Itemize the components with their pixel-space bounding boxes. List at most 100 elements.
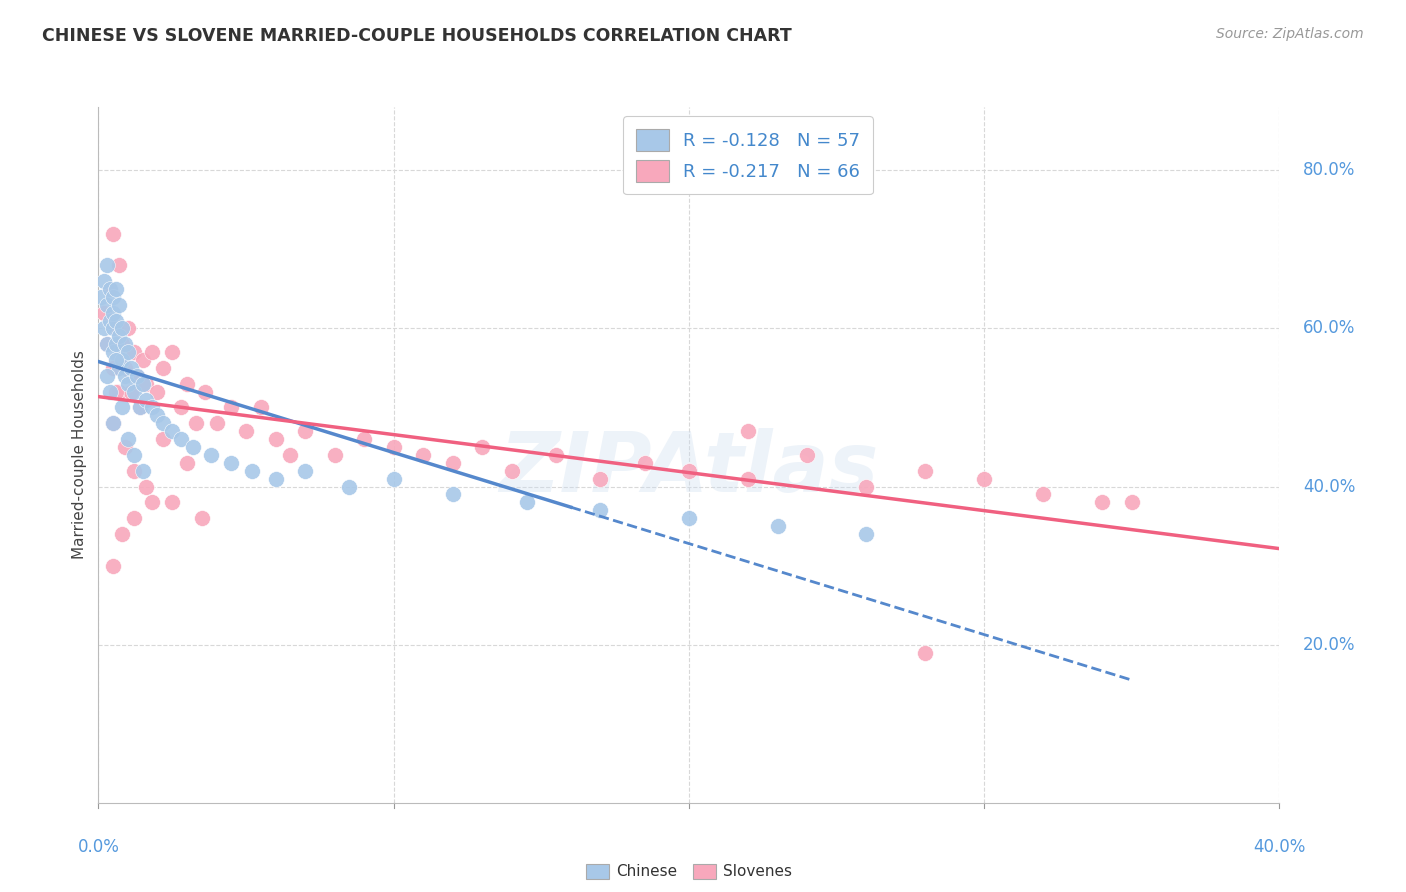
Point <box>103 321 125 335</box>
Point <box>382 440 405 454</box>
Point <box>105 313 128 327</box>
Point <box>162 345 183 359</box>
Point <box>132 376 155 391</box>
Point <box>855 527 877 541</box>
Point <box>135 479 157 493</box>
Point <box>111 401 134 415</box>
Point <box>105 337 128 351</box>
Point <box>117 432 139 446</box>
Point <box>146 384 169 399</box>
Point <box>152 432 174 446</box>
Text: 20.0%: 20.0% <box>1303 636 1355 654</box>
Text: 60.0%: 60.0% <box>1303 319 1355 337</box>
Point <box>515 495 537 509</box>
Point <box>132 353 155 368</box>
Point <box>264 432 287 446</box>
Text: Source: ZipAtlas.com: Source: ZipAtlas.com <box>1216 27 1364 41</box>
Point <box>766 519 789 533</box>
Point <box>98 282 121 296</box>
Text: 80.0%: 80.0% <box>1303 161 1355 179</box>
Point <box>114 368 136 383</box>
Point <box>855 479 877 493</box>
Point <box>162 424 183 438</box>
Point <box>240 464 263 478</box>
Point <box>122 511 145 525</box>
Point <box>250 401 273 415</box>
Point <box>93 321 115 335</box>
Point <box>114 440 136 454</box>
Point <box>501 464 523 478</box>
Point <box>412 448 434 462</box>
Point <box>135 392 157 407</box>
Point <box>219 401 242 415</box>
Point <box>93 274 115 288</box>
Point <box>219 456 242 470</box>
Point <box>205 417 228 431</box>
Legend: Chinese, Slovenes: Chinese, Slovenes <box>579 857 799 886</box>
Text: 40.0%: 40.0% <box>1303 477 1355 496</box>
Point <box>96 337 118 351</box>
Point <box>96 258 118 272</box>
Point <box>103 305 125 319</box>
Point <box>337 479 360 493</box>
Point <box>264 472 287 486</box>
Point <box>120 360 142 375</box>
Point <box>146 409 169 423</box>
Point <box>103 360 125 375</box>
Point <box>103 417 125 431</box>
Point <box>589 503 612 517</box>
Point <box>108 298 131 312</box>
Point <box>98 384 121 399</box>
Point <box>294 424 316 438</box>
Point <box>200 448 222 462</box>
Point <box>111 321 134 335</box>
Point <box>117 345 139 359</box>
Point <box>108 360 131 375</box>
Point <box>122 384 145 399</box>
Text: 0.0%: 0.0% <box>77 838 120 855</box>
Point <box>108 258 131 272</box>
Point <box>278 448 302 462</box>
Point <box>544 448 567 462</box>
Point <box>125 368 148 383</box>
Point <box>117 321 139 335</box>
Point <box>471 440 494 454</box>
Text: ZIPAtlas: ZIPAtlas <box>499 428 879 509</box>
Point <box>98 282 121 296</box>
Point <box>914 464 936 478</box>
Point <box>235 424 257 438</box>
Point <box>111 527 134 541</box>
Point <box>914 646 936 660</box>
Point <box>108 329 131 343</box>
Point <box>105 353 128 368</box>
Point <box>353 432 375 446</box>
Point <box>294 464 316 478</box>
Point <box>633 456 655 470</box>
Point <box>117 376 139 391</box>
Point <box>111 337 134 351</box>
Point <box>111 353 134 368</box>
Point <box>135 376 157 391</box>
Point <box>152 360 174 375</box>
Point <box>105 321 128 335</box>
Point <box>93 305 115 319</box>
Text: 40.0%: 40.0% <box>1253 838 1306 855</box>
Point <box>441 487 464 501</box>
Point <box>1032 487 1054 501</box>
Point <box>122 448 145 462</box>
Point <box>141 401 163 415</box>
Point <box>98 313 121 327</box>
Point <box>141 495 163 509</box>
Point <box>441 456 464 470</box>
Point <box>125 368 148 383</box>
Point <box>103 345 125 359</box>
Point <box>128 401 150 415</box>
Point <box>96 298 118 312</box>
Point <box>141 345 163 359</box>
Point <box>737 472 759 486</box>
Point <box>382 472 405 486</box>
Point <box>796 448 818 462</box>
Point <box>1091 495 1114 509</box>
Point <box>96 368 118 383</box>
Point <box>103 227 125 241</box>
